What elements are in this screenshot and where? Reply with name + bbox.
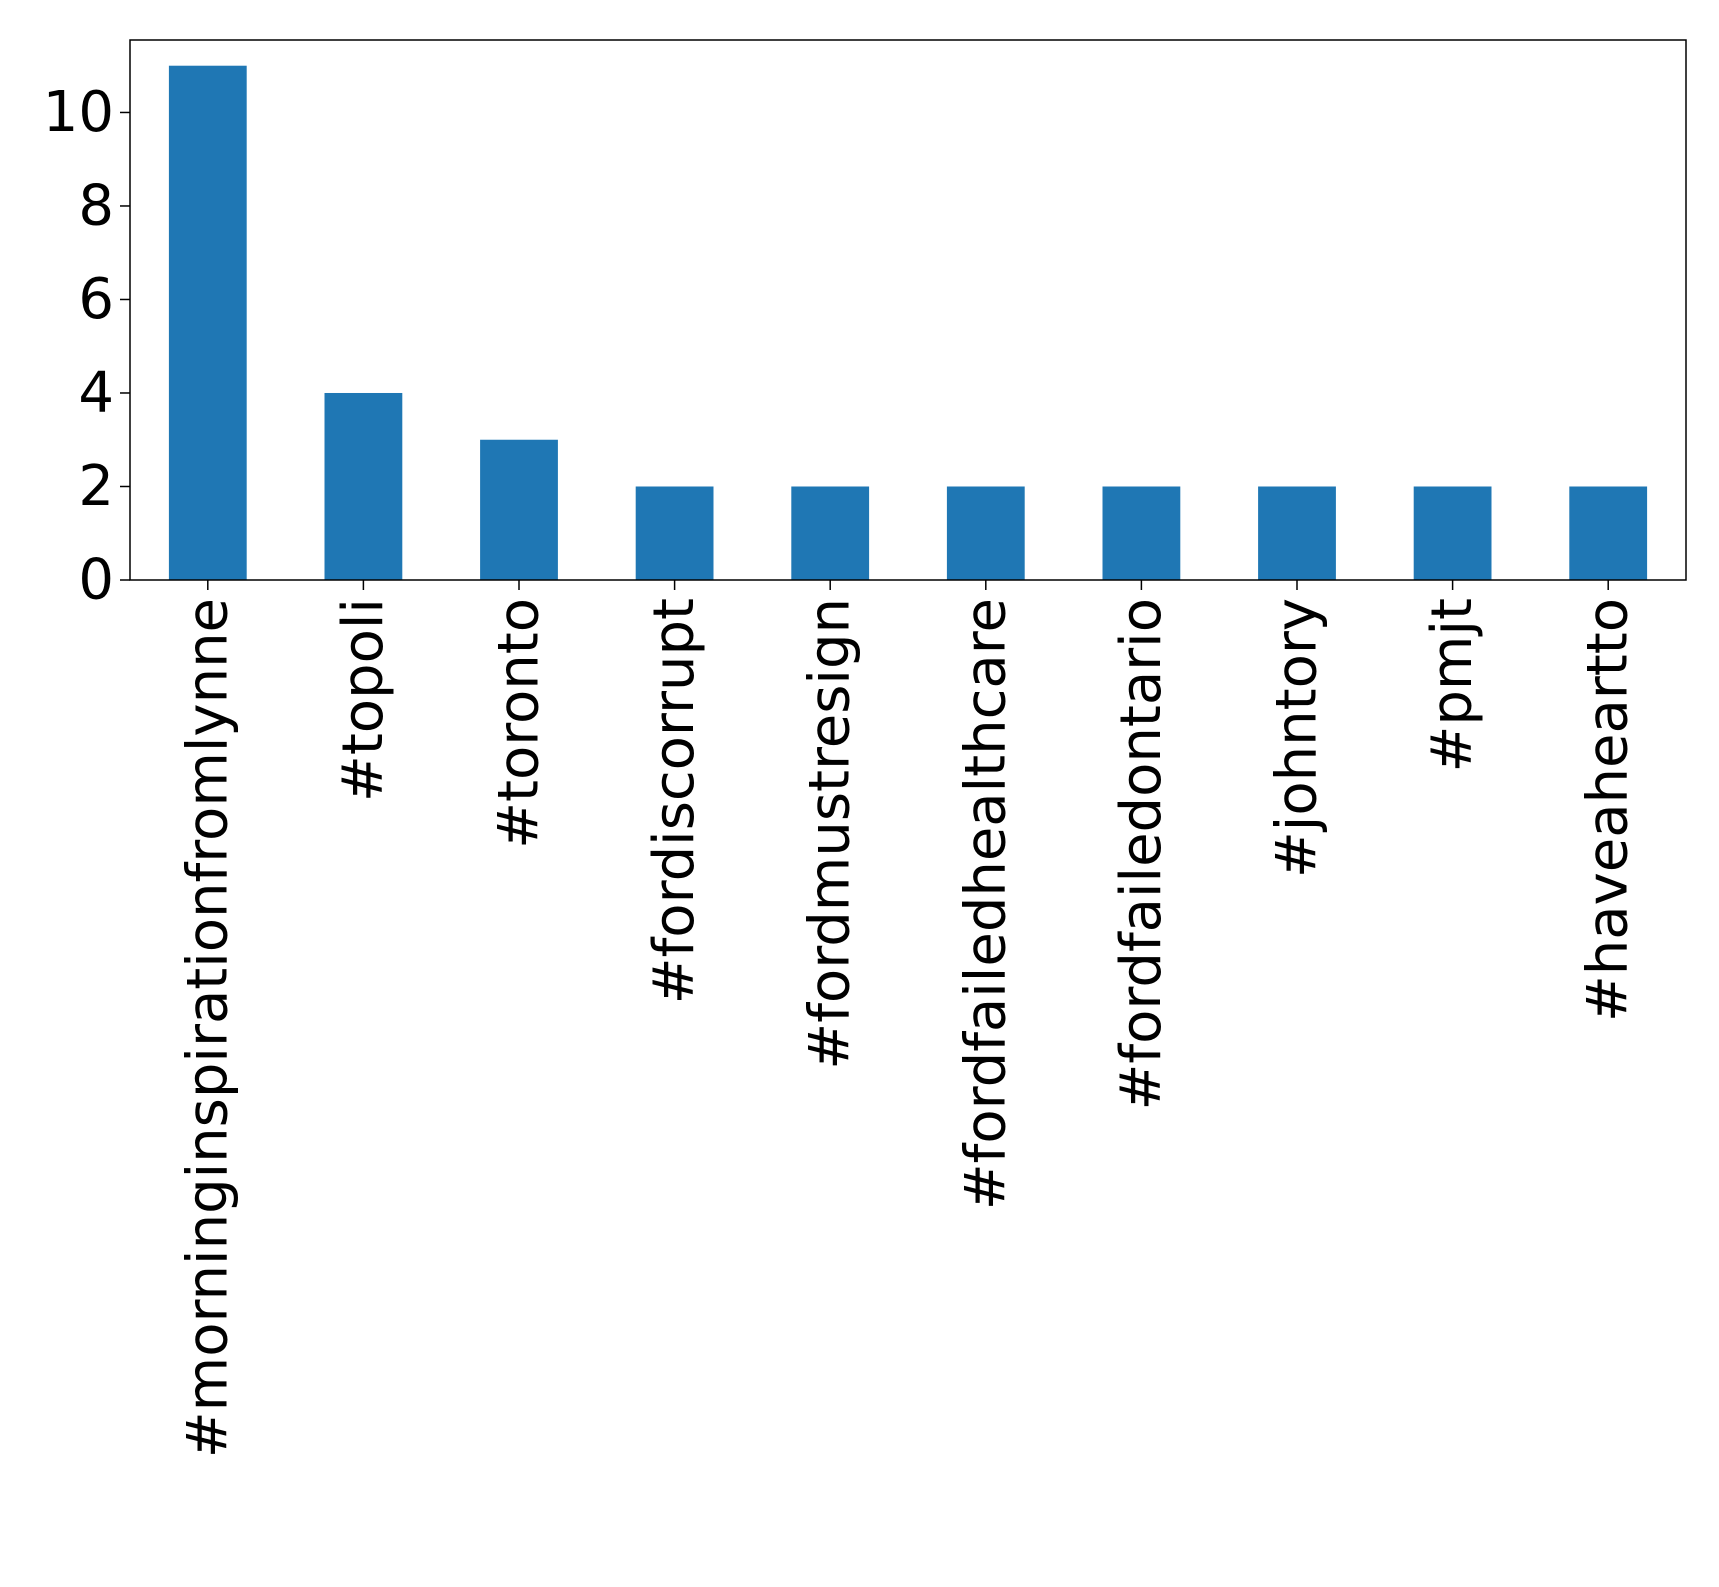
- x-tick-label-7: #johntory: [1265, 598, 1330, 878]
- x-tick-label-2: #toronto: [487, 598, 552, 849]
- bar-8: [1413, 486, 1492, 580]
- y-tick-label-2: 4: [78, 360, 114, 425]
- x-tick-label-5: #fordfailedhealthcare: [953, 598, 1018, 1210]
- bar-9: [1569, 486, 1648, 580]
- y-tick-label-3: 6: [78, 267, 114, 332]
- x-tick-label-3: #fordiscorrupt: [642, 598, 707, 1004]
- x-tick-label-6: #fordfailedontario: [1109, 598, 1174, 1111]
- bar-3: [635, 486, 714, 580]
- bar-5: [946, 486, 1025, 580]
- bar-4: [791, 486, 870, 580]
- bar-6: [1102, 486, 1181, 580]
- x-axis: #morninginspirationfromlynne #topoli #toro…: [175, 580, 1641, 1458]
- plot-frame: [129, 39, 1687, 581]
- y-tick-label-5: 10: [43, 80, 114, 145]
- bars-layer: [168, 65, 1648, 580]
- y-tick-label-0: 0: [78, 548, 114, 613]
- x-tick-label-8: #pmjt: [1420, 598, 1485, 773]
- y-tick-label-1: 2: [78, 454, 114, 519]
- bar-0: [168, 65, 247, 580]
- x-tick-label-9: #haveaheartto: [1576, 598, 1641, 1022]
- x-tick-label-0: #morninginspirationfromlynne: [175, 598, 240, 1458]
- y-axis: 0 2 4 6 8 10: [43, 80, 130, 613]
- x-tick-label-1: #topoli: [331, 598, 396, 802]
- bar-7: [1258, 486, 1336, 580]
- x-tick-label-4: #fordmustresign: [798, 598, 863, 1070]
- y-tick-label-4: 8: [78, 173, 114, 238]
- bar-2: [480, 439, 558, 580]
- bar-1: [324, 392, 403, 580]
